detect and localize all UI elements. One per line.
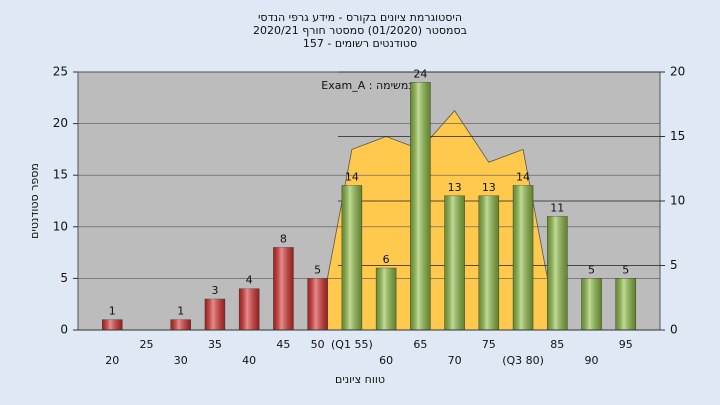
y-tick-label: 25 [53,65,68,79]
y-tick-label: 5 [60,271,68,285]
x-tick-label: 70 [448,354,462,367]
x-tick-label: 40 [242,354,256,367]
y2-tick-label: 20 [670,65,685,79]
bar-shine [547,216,568,330]
x-tick-label: 45 [276,338,290,351]
value-label: 24 [413,67,427,80]
x-tick-label: 95 [619,338,633,351]
x-tick-label: 65 [413,338,427,351]
x-tick-label: 20 [105,354,119,367]
bar-shine [341,185,362,330]
x-tick-label: 75 [482,338,496,351]
bar-shine [581,278,602,330]
y-tick-label: 20 [53,116,68,130]
bar-shine [478,195,499,330]
value-label: 13 [482,181,496,194]
y2-tick-label: 10 [670,194,685,208]
x-tick-label: 60 [379,354,393,367]
x-tick-label: 25 [139,338,153,351]
value-label: 6 [383,253,390,266]
value-label: 5 [314,263,321,276]
value-label: 14 [345,171,359,184]
y-tick-label: 0 [60,323,68,337]
value-label: 4 [246,274,253,287]
value-label: 8 [280,232,287,245]
x-tick-label: 85 [550,338,564,351]
bar-shine [444,195,465,330]
value-label: 11 [550,201,564,214]
value-label: 1 [109,305,116,318]
y-tick-label: 10 [53,219,68,233]
value-label: 3 [211,284,218,297]
x-tick-label: 50 [311,338,325,351]
value-label: 5 [588,263,595,276]
x-tick-label: (Q1 55) [331,338,373,351]
y-axis-label: מספר סטודנטים [28,163,41,239]
value-label: 13 [448,181,462,194]
chart-title: בסמסטר (01/2020) סמסטר חורף 2020/21 [253,24,467,37]
bar-shine [204,299,225,330]
bar-shine [307,278,328,330]
bar-shine [376,268,397,330]
value-label: 1 [177,305,184,318]
bar-shine [170,319,191,330]
y-tick-label: 15 [53,168,68,182]
bar-shine [273,247,294,330]
bar-shine [239,288,260,330]
bar-shine [615,278,636,330]
annotation: Exam_A : במשימה [321,79,414,92]
x-tick-label: 30 [174,354,188,367]
x-tick-label: 35 [208,338,222,351]
y2-tick-label: 5 [670,258,678,272]
x-tick-label: 90 [585,354,599,367]
bar-shine [410,82,431,330]
chart-title: סטודנטים רשומים - 157 [303,37,417,50]
x-axis-label: טווח ציונים [335,373,385,386]
value-label: 14 [516,171,530,184]
chart-title: היסטוגרמת ציונים בקורס - מידע גרפי הנדסי [258,11,462,24]
value-label: 5 [622,263,629,276]
bar-shine [102,319,123,330]
bar-shine [513,185,534,330]
y2-tick-label: 0 [670,323,678,337]
y2-tick-label: 15 [670,129,685,143]
x-tick-label: (Q3 80) [502,354,544,367]
